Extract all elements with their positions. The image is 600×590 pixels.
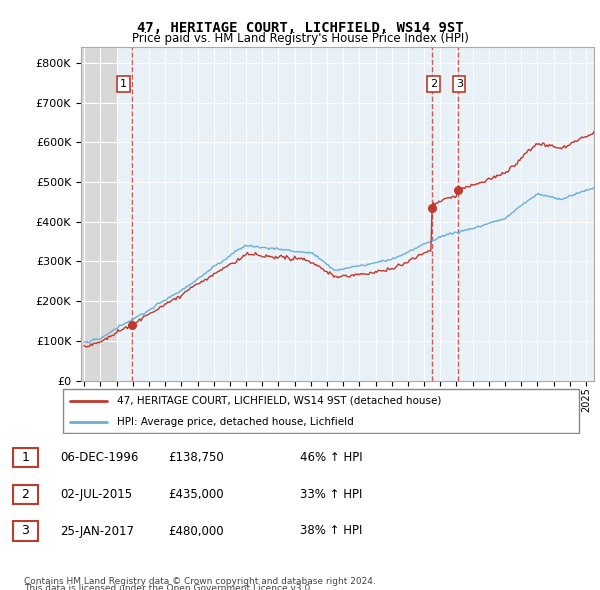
Text: £480,000: £480,000 (168, 525, 224, 537)
Text: £138,750: £138,750 (168, 451, 224, 464)
Text: 3: 3 (22, 525, 29, 537)
Text: Contains HM Land Registry data © Crown copyright and database right 2024.: Contains HM Land Registry data © Crown c… (24, 577, 376, 586)
Text: HPI: Average price, detached house, Lichfield: HPI: Average price, detached house, Lich… (118, 417, 354, 427)
Text: 2: 2 (22, 488, 29, 501)
Point (127, 321, 136, 330)
FancyBboxPatch shape (13, 448, 38, 467)
Text: 47, HERITAGE COURT, LICHFIELD, WS14 9ST: 47, HERITAGE COURT, LICHFIELD, WS14 9ST (137, 21, 463, 35)
Text: 1: 1 (120, 79, 127, 89)
FancyBboxPatch shape (13, 485, 38, 504)
Text: 46% ↑ HPI: 46% ↑ HPI (300, 451, 362, 464)
Text: 3: 3 (455, 79, 463, 89)
Text: 33% ↑ HPI: 33% ↑ HPI (300, 488, 362, 501)
Text: £435,000: £435,000 (168, 488, 224, 501)
Text: 06-DEC-1996: 06-DEC-1996 (60, 451, 139, 464)
Text: 25-JAN-2017: 25-JAN-2017 (60, 525, 134, 537)
Text: 47, HERITAGE COURT, LICHFIELD, WS14 9ST (detached house): 47, HERITAGE COURT, LICHFIELD, WS14 9ST … (118, 395, 442, 405)
Text: 2: 2 (430, 79, 437, 89)
FancyBboxPatch shape (13, 522, 38, 540)
Point (427, 203, 437, 212)
Text: 02-JUL-2015: 02-JUL-2015 (60, 488, 132, 501)
Point (453, 185, 463, 195)
Bar (81, 47, 116, 381)
Text: This data is licensed under the Open Government Licence v3.0.: This data is licensed under the Open Gov… (24, 584, 313, 590)
Text: 38% ↑ HPI: 38% ↑ HPI (300, 525, 362, 537)
Text: 1: 1 (22, 451, 29, 464)
FancyBboxPatch shape (62, 389, 580, 432)
Text: Price paid vs. HM Land Registry's House Price Index (HPI): Price paid vs. HM Land Registry's House … (131, 32, 469, 45)
